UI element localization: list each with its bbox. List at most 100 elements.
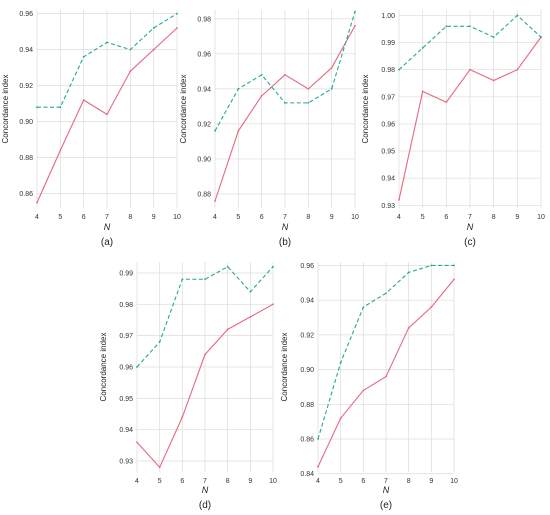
chart-5-series-1-point xyxy=(430,306,433,309)
chart-1-series-2-point xyxy=(106,41,108,44)
chart-3-caption: (c) xyxy=(464,237,476,248)
chart-2-series-1-point xyxy=(260,94,263,97)
chart-4-series-2-point xyxy=(226,265,229,268)
chart-panel-1: 4 5 6 7 8 9 10 0.86 0.88 0.90 0.92 0.94 0.96 Concorda… xyxy=(1,10,181,248)
chart-5-y-tick-label: 0.96 xyxy=(300,263,314,270)
chart-1-x-axis-label: N xyxy=(104,222,111,232)
chart-3-x-tick-label: 4 xyxy=(397,214,401,221)
chart-5-x-tick-label: 5 xyxy=(339,478,343,485)
chart-1-series-2-point xyxy=(36,106,38,109)
chart-5-x-tick-label: 7 xyxy=(384,478,388,485)
chart-2-series-2-point xyxy=(237,87,240,90)
chart-4-series-2-point xyxy=(136,366,138,368)
chart-1-series-1-point xyxy=(36,201,38,204)
chart-1-series-2-point xyxy=(82,55,85,58)
chart-1-x-tick-label: 10 xyxy=(173,214,181,221)
chart-4-series-2-point xyxy=(158,341,161,343)
chart-2-caption: (b) xyxy=(279,237,291,248)
chart-panel-5: 4 5 6 7 8 9 10 0.84 0.86 0.88 0.90 0.92 0.94 0.96 Conc… xyxy=(280,262,458,511)
chart-2-series-2-point xyxy=(260,73,263,76)
chart-2-series-1-point xyxy=(284,73,286,76)
chart-4-x-tick-label: 4 xyxy=(135,478,139,485)
chart-2-y-tick-label: 0.94 xyxy=(197,86,211,93)
chart-2-y-tick-label: 0.96 xyxy=(197,51,211,58)
chart-4-series-1-point xyxy=(249,315,252,318)
chart-5-x-tick-label: 6 xyxy=(361,478,365,485)
chart-3-x-tick-label: 6 xyxy=(444,214,448,221)
chart-4-y-tick-label: 0.93 xyxy=(119,459,133,466)
chart-3-series-1-point xyxy=(445,101,448,104)
chart-1-series-2-point xyxy=(59,106,62,109)
chart-4-series-1-point xyxy=(158,466,161,469)
chart-1-y-tick-label: 0.92 xyxy=(19,83,33,90)
chart-3-series-2-point xyxy=(469,25,471,28)
chart-3-x-tick-label: 9 xyxy=(515,214,519,221)
chart-2-series-1-point xyxy=(237,130,240,132)
chart-1-series-1-point xyxy=(59,149,62,152)
chart-4-x-tick-label: 9 xyxy=(248,478,252,485)
chart-3-series-1-point xyxy=(421,90,424,93)
chart-4-series-1-point xyxy=(272,303,274,306)
chart-1-y-axis-label: Concordance index xyxy=(1,75,10,144)
chart-1-series-1-point xyxy=(82,99,85,101)
chart-3-series-1-point xyxy=(492,79,495,82)
chart-3-series-2-point xyxy=(398,68,400,71)
chart-4-x-tick-label: 10 xyxy=(269,478,277,485)
chart-3-y-tick-label: 0.99 xyxy=(381,40,395,47)
chart-4-x-tick-label: 5 xyxy=(158,478,162,485)
chart-2-series-2-point xyxy=(284,101,286,104)
chart-1-series-2-point xyxy=(176,12,178,15)
chart-2-x-tick-label: 4 xyxy=(213,214,217,221)
chart-2-x-tick-label: 10 xyxy=(351,214,359,221)
chart-5-series-1-point xyxy=(339,417,342,420)
chart-5-y-tick-label: 0.86 xyxy=(300,437,314,444)
chart-3-series-1-point xyxy=(469,68,471,71)
chart-5-y-tick-label: 0.88 xyxy=(300,402,314,409)
chart-panel-3: 4 5 6 7 8 9 10 0.93 0.94 0.95 0.96 0.97 0.98 0.99 1.00… xyxy=(361,10,545,248)
chart-2-series-2-point xyxy=(307,101,310,104)
chart-4-series-1-point xyxy=(226,328,229,331)
chart-1-x-tick-label: 6 xyxy=(82,214,86,221)
chart-3-x-tick-label: 7 xyxy=(468,214,472,221)
chart-5-y-tick-label: 0.92 xyxy=(300,332,314,339)
chart-2-y-tick-label: 0.88 xyxy=(197,191,211,198)
chart-1-series-1-point xyxy=(152,48,155,51)
chart-4-y-tick-label: 0.99 xyxy=(119,270,133,277)
chart-3-y-tick-label: 0.97 xyxy=(381,94,395,101)
chart-1-y-tick-label: 0.88 xyxy=(19,155,33,162)
chart-1-y-tick-label: 0.90 xyxy=(19,119,33,126)
chart-5-x-tick-label: 9 xyxy=(429,478,433,485)
chart-3-series-2-point xyxy=(540,36,542,39)
chart-3-y-tick-label: 0.93 xyxy=(381,203,395,210)
chart-3-y-tick-label: 0.96 xyxy=(381,121,395,128)
chart-3-series-2-point xyxy=(421,47,424,49)
chart-3-series-2-point xyxy=(516,14,519,17)
chart-5-series-2-point xyxy=(385,292,387,295)
chart-1-y-tick-label: 0.94 xyxy=(19,47,33,54)
chart-3-y-tick-label: 0.98 xyxy=(381,67,395,74)
chart-panel-4: 4 5 6 7 8 9 10 0.93 0.94 0.95 0.96 0.97 0.98 0.99 Conc… xyxy=(99,262,277,511)
chart-1-x-tick-label: 8 xyxy=(128,214,132,221)
chart-3-x-tick-label: 10 xyxy=(537,214,545,221)
chart-4-y-tick-label: 0.95 xyxy=(119,396,133,403)
chart-4-series-2-point xyxy=(181,278,184,281)
chart-1-series-1-point xyxy=(106,113,108,116)
chart-3-y-tick-label: 0.95 xyxy=(381,149,395,156)
chart-5-y-axis-label: Concordance index xyxy=(280,333,289,402)
chart-3-series-2-point xyxy=(445,25,448,28)
chart-1-caption: (a) xyxy=(101,237,113,248)
chart-2-y-tick-label: 0.92 xyxy=(197,121,211,128)
chart-4-x-tick-label: 7 xyxy=(203,478,207,485)
chart-5-y-tick-label: 0.84 xyxy=(300,471,314,478)
chart-1-x-tick-label: 4 xyxy=(35,214,39,221)
chart-2-x-tick-label: 8 xyxy=(306,214,310,221)
chart-1-series-2-point xyxy=(129,48,132,51)
chart-4-series-1-point xyxy=(136,441,138,444)
chart-5-series-1-point xyxy=(407,327,410,329)
chart-5-x-axis-label: N xyxy=(383,485,390,495)
chart-2-series-2-point xyxy=(330,87,333,90)
chart-5-y-tick-label: 0.94 xyxy=(300,298,314,305)
chart-3-y-axis-label: Concordance index xyxy=(361,75,370,144)
chart-1-series-1-point xyxy=(129,70,132,73)
